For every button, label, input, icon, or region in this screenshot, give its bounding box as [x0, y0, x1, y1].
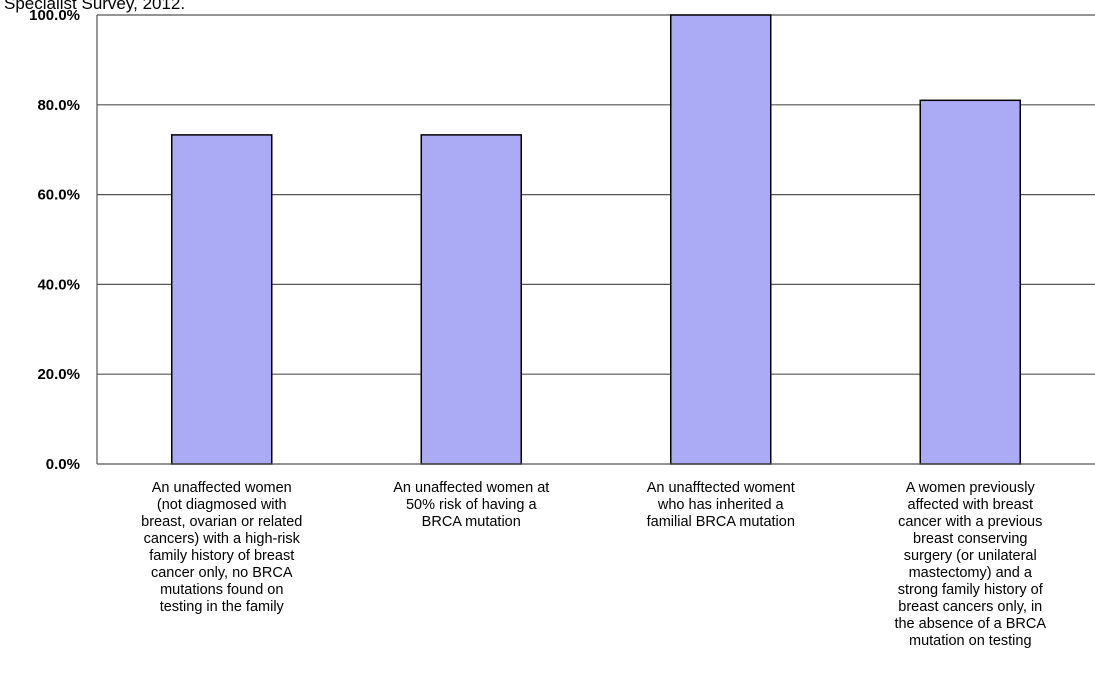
x-category-label: An unafftected woment who has inherited a… [647, 480, 795, 530]
x-category-label: An unaffected women at 50% risk of having… [393, 480, 549, 530]
x-category-labels: An unaffected women (not diagmosed with br… [141, 480, 1046, 649]
bar [919, 99, 1021, 465]
y-tick-labels: 0.0% 20.0% 40.0% 60.0% 80.0% 100.0% [29, 7, 80, 473]
x-category-label: A women previously affected with breast ca… [894, 480, 1046, 649]
bar [670, 14, 772, 465]
y-tick-label: 100.0% [29, 7, 80, 24]
y-tick-label: 20.0% [37, 366, 80, 383]
y-tick-label: 60.0% [37, 187, 80, 204]
bar [420, 134, 522, 465]
x-category-label: An unaffected women (not diagmosed with br… [141, 480, 302, 615]
y-tick-label: 80.0% [37, 97, 80, 114]
bars [171, 14, 1021, 465]
y-tick-label: 0.0% [46, 456, 80, 473]
chart-title: Specialist Survey, 2012. [4, 0, 185, 13]
bar [171, 134, 273, 465]
y-tick-label: 40.0% [37, 276, 80, 293]
axes [96, 15, 1095, 465]
